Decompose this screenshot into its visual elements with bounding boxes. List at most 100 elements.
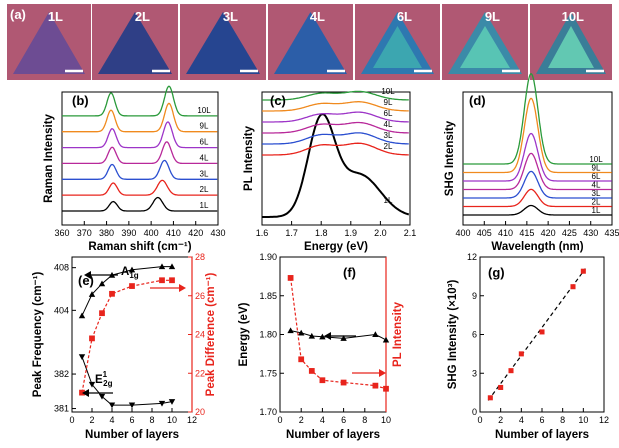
flake-inner-layer bbox=[548, 26, 594, 68]
flake-triangle bbox=[186, 12, 260, 74]
series-label: 2L bbox=[592, 198, 601, 207]
e2g-point bbox=[108, 402, 116, 409]
right-y-tick-label: 22 bbox=[195, 368, 205, 378]
e2g-main: E bbox=[95, 374, 103, 386]
image-tile: 9L bbox=[442, 4, 528, 80]
energy-point bbox=[372, 331, 379, 338]
series-line bbox=[262, 113, 410, 218]
y-axis-label-left: Peak Frequency (cm⁻¹) bbox=[32, 272, 44, 398]
shg-point bbox=[518, 351, 524, 357]
a1g-point bbox=[168, 263, 176, 270]
layer-label: 2L bbox=[135, 9, 150, 24]
e-xtick-label: 6 bbox=[129, 415, 134, 425]
arrow-head bbox=[324, 332, 331, 340]
panel-label: (g) bbox=[488, 265, 505, 280]
y-tick-label: 1.90 bbox=[259, 252, 277, 262]
arrow-head bbox=[379, 369, 386, 377]
g-xtick-label: 0 bbox=[477, 415, 482, 425]
panel-a-images: 1L 2L 3L 4L 6L 9L 10L (a) bbox=[7, 4, 612, 80]
fit-line bbox=[487, 268, 586, 401]
series-line bbox=[62, 141, 218, 165]
y-tick-label: 1.70 bbox=[259, 407, 277, 417]
shg-point bbox=[498, 384, 504, 390]
f-xtick-label: 0 bbox=[277, 415, 282, 425]
shg-xtick-label: 415 bbox=[519, 228, 534, 238]
arrow-head bbox=[84, 271, 91, 279]
e2g-subscript: 2g bbox=[103, 379, 112, 388]
layer-label: 10L bbox=[562, 9, 584, 24]
shg-xtick-label: 405 bbox=[477, 228, 492, 238]
shg-xtick-label: 430 bbox=[583, 228, 598, 238]
panel-label: (f) bbox=[343, 265, 356, 280]
panel-label: (b) bbox=[72, 93, 89, 108]
x-axis-label: Number of layers bbox=[495, 429, 589, 441]
shg-xtick-label: 420 bbox=[541, 228, 556, 238]
panel-label: (e) bbox=[78, 273, 94, 288]
difference-point bbox=[169, 277, 175, 284]
g-xtick-label: 10 bbox=[578, 415, 588, 425]
raman-xtick-label: 430 bbox=[210, 228, 225, 238]
a1g-point bbox=[88, 291, 96, 297]
series-line bbox=[262, 121, 409, 134]
raman-xtick-label: 420 bbox=[188, 228, 203, 238]
difference-point bbox=[99, 310, 105, 317]
e2g-point bbox=[168, 399, 176, 405]
flake-triangle bbox=[13, 12, 85, 74]
f-xtick-label: 4 bbox=[320, 415, 325, 425]
a1g-subscript: 1g bbox=[129, 271, 138, 280]
layer-label: 6L bbox=[397, 9, 412, 24]
y-axis-label: Raman Intensity bbox=[43, 113, 55, 202]
series-line bbox=[463, 188, 612, 208]
y-axis-label: SHG Intensity (×10³) bbox=[447, 280, 459, 390]
energy-point bbox=[298, 329, 305, 336]
pl-line bbox=[290, 277, 387, 390]
shg-point bbox=[487, 395, 493, 401]
difference-point bbox=[89, 335, 95, 342]
series-line bbox=[463, 170, 612, 199]
series-label: 6L bbox=[200, 138, 209, 147]
right-y-tick-label: 26 bbox=[195, 291, 205, 301]
a1g-point bbox=[158, 263, 166, 270]
x-axis-label: Energy (eV) bbox=[304, 241, 368, 253]
series-label: 1L bbox=[592, 206, 601, 215]
g-xtick-label: 8 bbox=[560, 415, 565, 425]
series-line bbox=[262, 101, 409, 112]
flake-triangle bbox=[274, 12, 347, 74]
e2g-label: E1 2g bbox=[95, 370, 113, 388]
flake-triangle bbox=[98, 12, 172, 74]
g-xtick-label: 12 bbox=[599, 415, 609, 425]
y-tick-label: 382 bbox=[54, 369, 69, 379]
series-label: 4L bbox=[200, 153, 209, 162]
shg-xtick-label: 425 bbox=[562, 228, 577, 238]
e-xtick-label: 4 bbox=[109, 415, 114, 425]
series-label: 9L bbox=[384, 98, 393, 107]
panel-f-energy-chart: 0 2 4 6 8 10 1.70 1.75 1.80 1.85 1.90 (f) Number of … bbox=[238, 252, 404, 441]
difference-point bbox=[79, 389, 85, 396]
series-label: 10L bbox=[589, 155, 603, 164]
arrow-head bbox=[82, 389, 89, 397]
image-tile: 6L bbox=[355, 4, 440, 80]
pl-xtick-label: 1.6 bbox=[256, 228, 269, 238]
g-xtick-label: 6 bbox=[539, 415, 544, 425]
e2g-superscript: 1 bbox=[103, 370, 108, 379]
pl-xtick-label: 2.0 bbox=[374, 228, 387, 238]
g-xtick-label: 2 bbox=[498, 415, 503, 425]
series-line bbox=[463, 73, 612, 165]
f-xtick-label: 6 bbox=[341, 415, 346, 425]
panel-label: (c) bbox=[270, 93, 286, 108]
series-label: 4L bbox=[592, 181, 601, 190]
y-tick-label: 0 bbox=[472, 407, 477, 417]
panel-label: (a) bbox=[10, 7, 26, 22]
series-line bbox=[463, 132, 612, 182]
raman-xtick-label: 390 bbox=[121, 228, 136, 238]
panel-c-pl-chart: 1.6 1.7 1.8 1.9 2.0 2.1 1L 2L 3L 4L 6L 9L 10L (c) Ener… bbox=[243, 87, 416, 253]
arrow-head bbox=[179, 284, 186, 292]
plot-frame bbox=[261, 91, 411, 226]
series-line bbox=[262, 132, 409, 145]
image-tile: 2L bbox=[92, 4, 178, 80]
g-xtick-label: 4 bbox=[519, 415, 524, 425]
y-tick-label: 1.75 bbox=[259, 368, 277, 378]
series-line bbox=[62, 179, 218, 196]
